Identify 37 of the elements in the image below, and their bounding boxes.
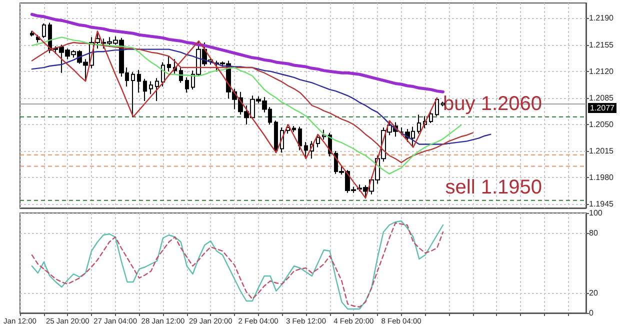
y-tick-label: 100 xyxy=(589,208,603,218)
line-series xyxy=(31,30,438,199)
line-series xyxy=(30,12,445,94)
candlestick xyxy=(179,67,183,84)
y-tick-label: 0 xyxy=(589,308,594,318)
candlestick xyxy=(292,126,296,133)
y-tick-label: 1.2050 xyxy=(589,120,614,129)
candlestick xyxy=(143,78,147,102)
y-tick-label: 1.2155 xyxy=(589,40,614,50)
candlestick xyxy=(149,80,153,95)
y-tick-label: 1.2085 xyxy=(589,93,614,102)
ref-line-label: sell 1.1950 xyxy=(445,176,542,198)
ref-line-label: buy 1.2060 xyxy=(443,92,542,115)
candlestick xyxy=(298,126,302,151)
candlestick xyxy=(42,23,46,38)
ref-line-label: 1.2077 xyxy=(590,103,616,112)
candlestick xyxy=(274,120,278,154)
candlestick xyxy=(167,56,171,72)
y-tick-label: 1.2015 xyxy=(589,146,614,156)
candlestick xyxy=(429,110,433,124)
y-tick-label: 20 xyxy=(589,288,598,298)
candlestick xyxy=(304,141,308,160)
candlestick xyxy=(30,30,34,37)
candlestick xyxy=(316,134,320,148)
y-tick-label: 1.2190 xyxy=(589,14,614,23)
candlestick xyxy=(131,72,135,118)
candlestick xyxy=(155,78,159,102)
candlestick xyxy=(441,101,445,107)
y-tick-label: 80 xyxy=(589,228,598,238)
candlestick xyxy=(417,114,421,134)
y-tick-label: 1.1980 xyxy=(589,173,614,182)
candlestick xyxy=(137,69,141,94)
candlestick xyxy=(322,129,326,140)
y-tick-label: 1.1945 xyxy=(589,200,614,209)
y-tick-label: 1.2120 xyxy=(589,66,614,76)
candlestick xyxy=(185,76,189,94)
candlestick xyxy=(435,97,439,117)
